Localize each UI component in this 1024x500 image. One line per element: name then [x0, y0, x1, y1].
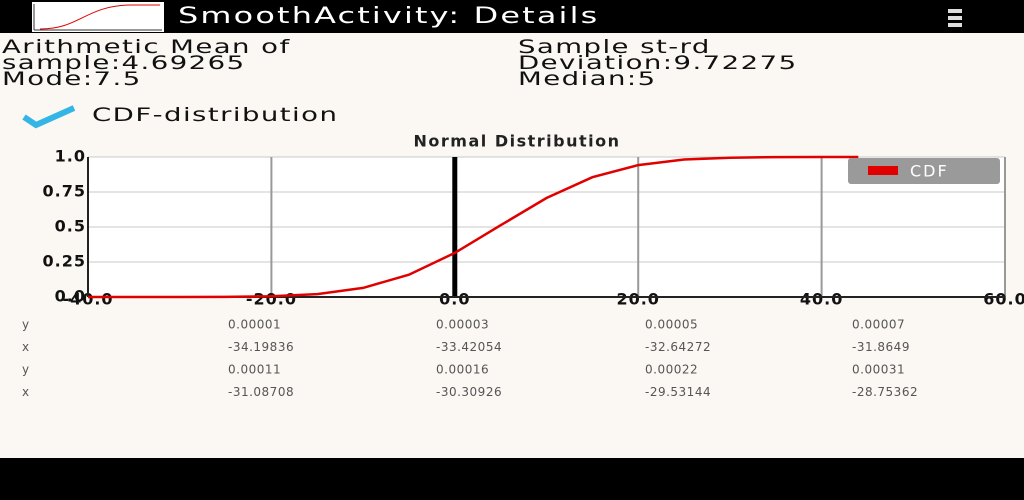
table-cell: -32.64272 [645, 340, 711, 354]
x-tick-label: 60.0 [983, 290, 1024, 309]
legend-swatch [868, 166, 898, 175]
table-cell: y [22, 318, 30, 332]
overflow-menu[interactable] [948, 9, 962, 27]
y-tick-label: 0.75 [43, 182, 86, 201]
table-cell: -29.53144 [645, 385, 711, 399]
table-cell: x [22, 340, 30, 354]
y-tick-label: 0.25 [43, 252, 86, 271]
x-tick-label: 40.0 [800, 290, 843, 309]
stat-line: Arithmetic Mean of [2, 36, 291, 58]
chart: 0.0 0.25 0.5 0.75 1.0 -40.0 -20.0 0.0 20.0 40.0 60… [43, 147, 1024, 309]
stat-line: Median:5 [518, 68, 657, 90]
checkbox[interactable]: CDF-distribution [22, 104, 338, 129]
table-cell: -28.75362 [852, 385, 918, 399]
table-cell: 0.00001 [228, 318, 281, 332]
table-cell: -31.08708 [228, 385, 294, 399]
table-cell: y [22, 363, 30, 377]
table-cell: -31.8649 [852, 340, 910, 354]
x-tick-label: -40.0 [62, 290, 113, 309]
stat-line: Mode:7.5 [2, 68, 142, 90]
app-bar [0, 0, 1024, 33]
table-cell: 0.00005 [645, 318, 698, 332]
app-title: SmoothActivity: Details [178, 4, 599, 29]
table-cell: 0.00022 [645, 363, 698, 377]
x-tick-label: 0.0 [439, 290, 470, 309]
table-cell: 0.00003 [436, 318, 489, 332]
checkbox-label[interactable]: CDF-distribution [92, 104, 338, 126]
y-tick-label: 1.0 [55, 147, 86, 166]
legend-label: CDF [910, 162, 949, 181]
y-tick-label: 0.0 [55, 287, 86, 306]
legend-box [848, 158, 1000, 184]
table-cell: -33.42054 [436, 340, 502, 354]
y-tick-label: 0.5 [55, 217, 86, 236]
checkmark [22, 105, 76, 129]
x-tick-label: -20.0 [246, 290, 297, 309]
app-icon[interactable] [32, 2, 164, 32]
table-cell: 0.00031 [852, 363, 905, 377]
stat-line: Sample st-rd [518, 36, 711, 58]
table-cell: 0.00007 [852, 318, 905, 332]
table-cell: 0.00016 [436, 363, 489, 377]
table-cell: -30.30926 [436, 385, 502, 399]
cdf-line [88, 155, 859, 299]
stat-line: Deviation:9.72275 [518, 52, 798, 74]
table-cell: 0.00011 [228, 363, 281, 377]
table-cell: x [22, 385, 30, 399]
stat-line: sample:4.69265 [2, 52, 246, 74]
stats: Arithmetic Mean ofsample:4.69265Mode:7.5… [2, 36, 798, 90]
table-cell: -34.19836 [228, 340, 294, 354]
x-tick-label: 20.0 [616, 290, 659, 309]
chart-title: Normal Distribution [414, 132, 621, 151]
table: y 0.00001 0.00003 0.00005 0.00007 x -34.19836 -… [22, 318, 918, 400]
